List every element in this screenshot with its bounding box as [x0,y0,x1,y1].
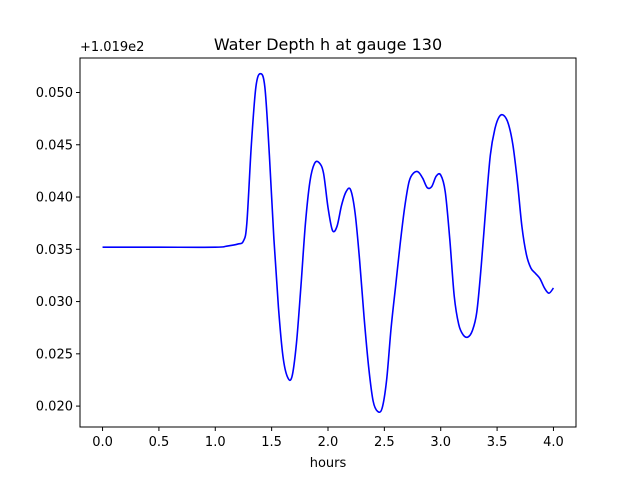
x-tick-label: 0.5 [149,435,170,450]
x-axis: 0.0 0.5 1.0 1.5 2.0 2.5 3.0 3.5 4.0 [92,427,564,450]
y-tick-label: 0.030 [36,295,73,310]
series-line [102,72,555,414]
y-tick-label: 0.020 [36,400,73,415]
y-tick-label: 0.050 [36,86,73,101]
chart-title: Water Depth h at gauge 130 [214,35,442,54]
plot-area [102,72,555,414]
x-tick-label: 4.0 [543,435,564,450]
x-tick-label: 3.0 [430,435,451,450]
x-tick-label: 1.0 [205,435,226,450]
y-tick-label: 0.045 [36,138,73,153]
x-tick-label: 2.0 [318,435,339,450]
x-tick-label: 0.0 [92,435,113,450]
y-tick-label: 0.040 [36,191,73,206]
axes-frame [79,57,577,428]
x-tick-label: 1.5 [261,435,282,450]
x-tick-label: 2.5 [374,435,395,450]
y-axis: 0.020 0.025 0.030 0.035 0.040 0.045 0.050 [36,86,80,415]
y-tick-label: 0.025 [36,347,73,362]
x-axis-label: hours [310,456,347,471]
x-tick-label: 3.5 [487,435,508,450]
y-tick-label: 0.035 [36,243,73,258]
y-offset-label: +1.019e2 [80,40,144,55]
